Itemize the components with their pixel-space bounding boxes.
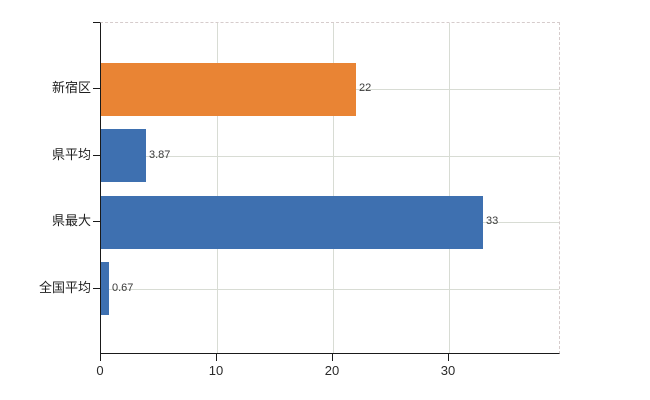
bar-全国平均	[101, 262, 109, 315]
x-axis-tick	[100, 354, 101, 361]
y-axis-end-tick	[93, 22, 100, 23]
y-axis-tick	[93, 88, 100, 89]
bar-value-label: 33	[486, 215, 499, 227]
category-label-全国平均: 全国平均	[38, 280, 91, 295]
bar-県最大	[101, 196, 483, 249]
category-label-県平均: 県平均	[51, 147, 91, 162]
vertical-gridline	[449, 23, 450, 353]
bar-value-label: 22	[359, 82, 372, 94]
y-axis-tick	[93, 155, 100, 156]
x-axis-tick	[216, 354, 217, 361]
bar-新宿区	[101, 63, 356, 116]
x-axis-tick	[448, 354, 449, 361]
plot-area	[100, 22, 560, 354]
bar-value-label: 3.87	[149, 149, 171, 161]
horizontal-gridline	[101, 289, 559, 290]
vertical-gridline	[217, 23, 218, 353]
x-tick-label: 20	[324, 363, 340, 378]
category-label-県最大: 県最大	[51, 213, 91, 228]
x-tick-label: 10	[208, 363, 224, 378]
x-tick-label: 30	[440, 363, 456, 378]
y-axis-tick	[93, 221, 100, 222]
category-label-新宿区: 新宿区	[51, 80, 91, 95]
vertical-gridline	[333, 23, 334, 353]
x-axis-tick	[332, 354, 333, 361]
x-tick-label: 0	[96, 363, 104, 378]
horizontal-gridline	[101, 156, 559, 157]
bar-県平均	[101, 129, 146, 182]
y-axis-tick	[93, 288, 100, 289]
bar-value-label: 0.67	[112, 282, 134, 294]
